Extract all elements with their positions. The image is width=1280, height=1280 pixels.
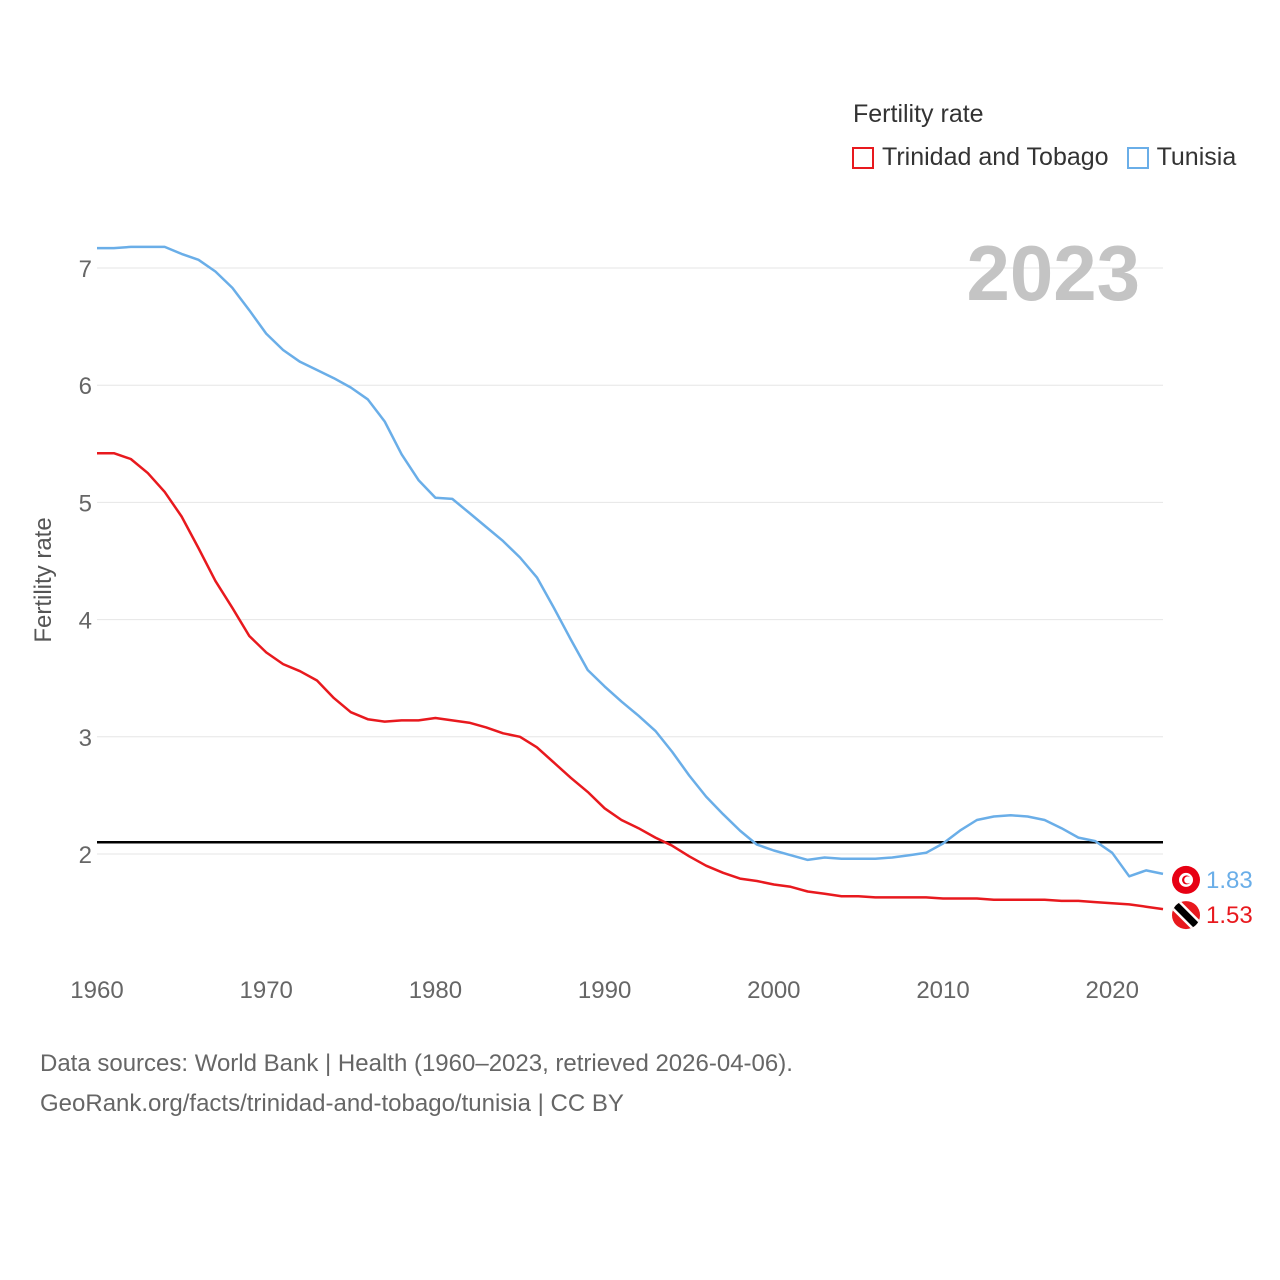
grid-lines bbox=[97, 267, 1163, 855]
end-labels: 1.53 1.83 bbox=[1172, 865, 1253, 930]
y-tick-label: 5 bbox=[79, 490, 92, 517]
source-url-text: GeoRank.org/facts/trinidad-and-tobago/tu… bbox=[40, 1090, 624, 1117]
x-tick-label: 2020 bbox=[1086, 977, 1139, 1004]
y-axis-label: Fertility rate bbox=[30, 517, 57, 642]
trinidad-and-tobago-flag-icon bbox=[1172, 901, 1200, 930]
series-line-trinidad-and-tobago bbox=[97, 451, 1164, 911]
legend-label-tunisia: Tunisia bbox=[1156, 143, 1237, 171]
y-tick-label: 6 bbox=[79, 373, 92, 400]
x-tick-label: 2010 bbox=[916, 977, 969, 1004]
y-tick-label: 3 bbox=[79, 725, 92, 752]
x-axis-ticks: 1960 1970 1980 1990 2000 2010 2020 bbox=[70, 977, 1139, 1004]
legend-title: Fertility rate bbox=[853, 100, 984, 128]
x-tick-label: 1990 bbox=[578, 977, 631, 1004]
footer: Data sources: World Bank | Health (1960–… bbox=[40, 1044, 793, 1124]
legend-item-tunisia[interactable]: Tunisia bbox=[1126, 143, 1237, 172]
x-tick-label: 2000 bbox=[747, 977, 800, 1004]
series-line-tunisia bbox=[97, 245, 1164, 878]
legend-swatch-trinidad-and-tobago bbox=[852, 146, 874, 169]
series-lines bbox=[97, 245, 1164, 911]
legend-label-trinidad-and-tobago: Trinidad and Tobago bbox=[882, 143, 1109, 171]
end-value-label-tunisia: 1.83 bbox=[1206, 867, 1253, 894]
tunisia-flag-icon bbox=[1172, 865, 1200, 894]
legend: Trinidad and Tobago Tunisia bbox=[852, 143, 1254, 172]
legend-swatch-tunisia bbox=[1126, 146, 1149, 169]
end-value-label-trinidad-and-tobago: 1.53 bbox=[1206, 902, 1253, 929]
x-tick-label: 1980 bbox=[409, 977, 462, 1004]
x-tick-label: 1970 bbox=[240, 977, 293, 1004]
y-tick-label: 4 bbox=[79, 608, 92, 635]
y-tick-label: 2 bbox=[79, 842, 92, 869]
y-axis-ticks: 2 3 4 5 6 7 bbox=[79, 256, 92, 869]
data-sources-text: Data sources: World Bank | Health (1960–… bbox=[40, 1050, 793, 1077]
legend-item-trinidad-and-tobago[interactable]: Trinidad and Tobago bbox=[852, 143, 1109, 172]
year-label: 2023 bbox=[966, 229, 1140, 317]
y-tick-label: 7 bbox=[79, 256, 92, 283]
x-tick-label: 1960 bbox=[70, 977, 123, 1004]
